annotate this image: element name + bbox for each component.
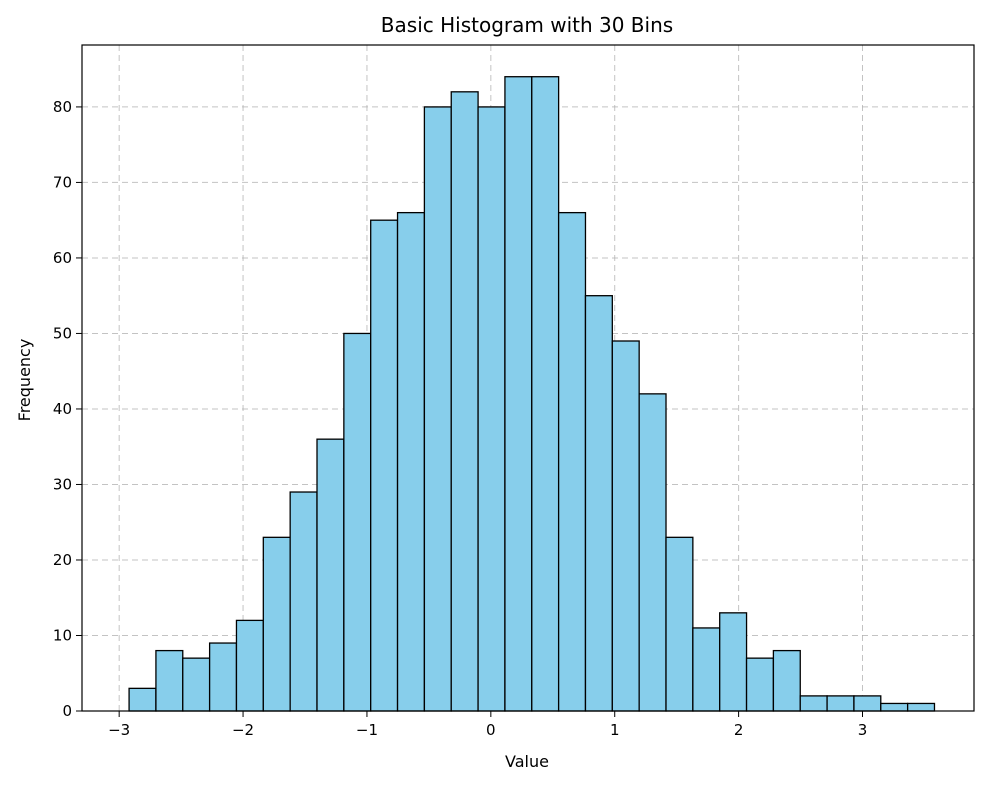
y-tick-label-2: 20 bbox=[53, 551, 72, 569]
histogram-bar-26 bbox=[826, 695, 855, 712]
histogram-bar-29 bbox=[906, 702, 936, 712]
histogram-bar-17 bbox=[584, 295, 613, 712]
y-tick-label-6: 60 bbox=[53, 249, 72, 267]
histogram-bars bbox=[128, 76, 936, 712]
histogram-bar-2 bbox=[182, 657, 211, 712]
histogram-bar-8 bbox=[343, 332, 372, 712]
x-tick-label-2: −1 bbox=[356, 721, 378, 739]
histogram-bar-11 bbox=[423, 106, 452, 712]
x-tick-label-5: 2 bbox=[734, 721, 744, 739]
y-axis-ticks: 0 10 20 30 40 50 60 70 80 bbox=[53, 98, 82, 720]
x-tick-label-4: 1 bbox=[610, 721, 620, 739]
histogram-bar-24 bbox=[772, 649, 801, 712]
x-axis-label: Value bbox=[505, 752, 549, 771]
histogram-bar-13 bbox=[477, 106, 506, 712]
histogram-bar-19 bbox=[638, 393, 667, 712]
histogram-bar-21 bbox=[692, 627, 721, 712]
y-axis-label: Frequency bbox=[15, 339, 34, 422]
y-tick-label-4: 40 bbox=[53, 400, 72, 418]
histogram-bar-16 bbox=[557, 211, 587, 712]
y-tick-label-0: 0 bbox=[62, 702, 72, 720]
histogram-bar-20 bbox=[665, 536, 694, 712]
histogram-bar-23 bbox=[745, 657, 775, 712]
histogram-bar-18 bbox=[611, 340, 640, 712]
y-tick-label-7: 70 bbox=[53, 173, 72, 191]
x-axis-ticks: −3 −2 −1 0 1 2 3 bbox=[108, 711, 867, 739]
histogram-bar-14 bbox=[504, 76, 533, 712]
histogram-bar-0 bbox=[128, 687, 157, 712]
plot-frame bbox=[81, 44, 975, 712]
histogram-bar-27 bbox=[853, 695, 882, 712]
histogram-bar-6 bbox=[289, 491, 318, 712]
histogram-bar-1 bbox=[155, 649, 184, 712]
x-tick-label-1: −2 bbox=[232, 721, 254, 739]
histogram-bar-15 bbox=[531, 76, 560, 712]
histogram-bar-3 bbox=[208, 642, 238, 712]
x-tick-label-6: 3 bbox=[858, 721, 868, 739]
histogram-bar-28 bbox=[880, 702, 909, 712]
histogram-bar-10 bbox=[396, 211, 426, 712]
y-tick-label-8: 80 bbox=[53, 98, 72, 116]
histogram-bar-25 bbox=[799, 695, 828, 712]
histogram-bar-9 bbox=[370, 219, 399, 712]
x-tick-label-3: 0 bbox=[486, 721, 496, 739]
histogram-bar-5 bbox=[262, 536, 291, 712]
y-tick-label-5: 50 bbox=[53, 324, 72, 342]
x-tick-label-0: −3 bbox=[108, 721, 130, 739]
y-tick-label-1: 10 bbox=[53, 626, 72, 644]
histogram-bar-7 bbox=[316, 438, 345, 712]
histogram-bar-22 bbox=[719, 612, 748, 712]
y-tick-label-3: 30 bbox=[53, 475, 72, 493]
chart-title: Basic Histogram with 30 Bins bbox=[381, 13, 673, 37]
histogram-bar-4 bbox=[235, 619, 264, 712]
histogram-bar-12 bbox=[450, 91, 479, 712]
